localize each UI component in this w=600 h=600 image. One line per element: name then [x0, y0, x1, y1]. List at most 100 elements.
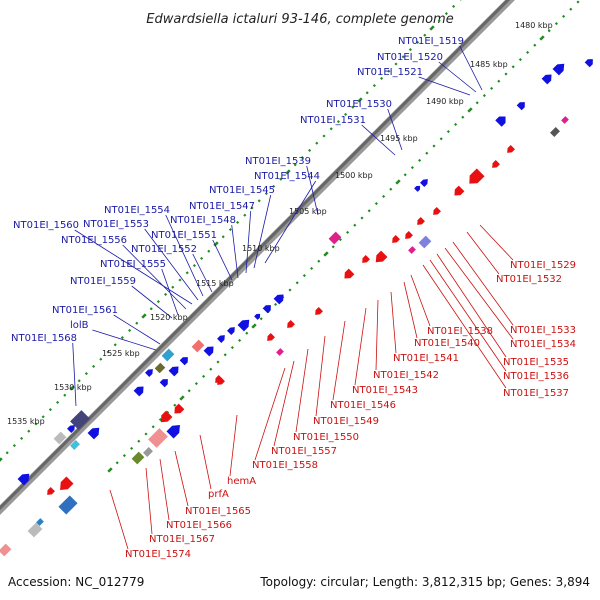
feature-box [550, 127, 560, 137]
tick-mark [576, 0, 580, 4]
feature-box [148, 428, 168, 448]
forward-gene-arrow [344, 268, 355, 279]
leader-line [332, 320, 346, 401]
forward-gene-label: NT01EI_1520 [377, 52, 443, 63]
feature-box [0, 543, 12, 557]
leader-line [254, 367, 286, 461]
tick-mark [322, 134, 326, 138]
tick-mark [329, 127, 333, 131]
leader-line [264, 180, 317, 264]
forward-gene-label: NT01EI_1560 [13, 220, 79, 231]
forward-gene-label: NT01EI_1568 [11, 333, 77, 344]
forward-gene-label: NT01EI_1555 [100, 259, 166, 270]
tick-mark [302, 274, 306, 278]
leader-line [315, 335, 326, 417]
leader-line [72, 342, 77, 407]
forward-gene-label: NT01EI_1539 [245, 156, 311, 167]
forward-gene-label: NT01EI_1561 [52, 305, 118, 316]
leader-line [295, 348, 309, 433]
scale-label: 1500 kbp [335, 171, 373, 180]
forward-gene-label: NT01EI_1554 [104, 205, 170, 216]
genome-backbone [0, 0, 515, 515]
leader-line [438, 61, 477, 93]
forward-gene-label: NT01EI_1544 [254, 171, 320, 182]
reverse-gene-label: NT01EI_1546 [330, 400, 396, 411]
forward-gene-label: NT01EI_1553 [83, 219, 149, 230]
feature-box [27, 522, 43, 538]
feature-box [161, 348, 175, 362]
tick-mark [223, 353, 227, 357]
tick-mark [432, 144, 436, 148]
tick-mark [259, 317, 263, 321]
leader-line [444, 247, 514, 340]
tick-mark [444, 12, 448, 16]
reverse-gene-label: NT01EI_1536 [503, 371, 569, 382]
feature-box [70, 440, 80, 450]
tick-mark [272, 184, 276, 188]
tick-mark [179, 395, 185, 401]
tick-mark [128, 328, 132, 332]
tick-mark [533, 43, 537, 47]
tick-mark [99, 357, 103, 361]
reverse-gene-label: NT01EI_1542 [373, 370, 439, 381]
forward-gene-label: NT01EI_1521 [357, 67, 423, 78]
tick-mark [77, 379, 81, 383]
tick-mark [446, 130, 450, 134]
tick-mark [207, 249, 211, 253]
tick-mark [288, 288, 292, 292]
forward-gene-arrow [227, 327, 235, 335]
tick-mark [250, 206, 254, 210]
upper-tick-row [0, 0, 462, 462]
reverse-gene-arrow [492, 160, 500, 168]
tick-mark [382, 194, 386, 198]
leader-line [375, 299, 379, 371]
tick-mark [135, 321, 139, 325]
tick-mark [315, 141, 319, 145]
tick-mark [497, 79, 501, 83]
reverse-gene-label: NT01EI_1535 [503, 357, 569, 368]
tick-mark [511, 65, 515, 69]
tick-mark [137, 439, 141, 443]
scale-label: 1480 kbp [515, 21, 553, 30]
feature-box [561, 116, 569, 124]
tick-mark [41, 415, 45, 419]
forward-gene-label: NT01EI_1531 [300, 115, 366, 126]
leader-line [113, 314, 161, 345]
forward-gene-arrow [420, 179, 428, 187]
scale-label: 1535 kbp [7, 417, 45, 426]
tick-mark [526, 50, 530, 54]
tick-mark [418, 158, 422, 162]
leader-line [354, 307, 367, 386]
scale-label: 1530 kbp [54, 383, 92, 392]
forward-gene-arrow [133, 386, 144, 397]
reverse-gene-label: NT01EI_1567 [149, 534, 215, 545]
tick-mark [264, 192, 268, 196]
tick-mark [423, 33, 427, 37]
forward-gene-arrow [273, 294, 284, 305]
leader-line [466, 231, 500, 275]
tick-mark [416, 40, 420, 44]
tick-mark [144, 432, 148, 436]
forward-gene-label: NT01EI_1530 [326, 99, 392, 110]
reverse-gene-label: NT01EI_1543 [352, 385, 418, 396]
forward-gene-arrow [516, 102, 525, 111]
tick-mark [387, 69, 391, 73]
tick-mark [243, 213, 247, 217]
scale-label: 1515 kbp [196, 279, 234, 288]
reverse-gene-label: NT01EI_1533 [510, 325, 576, 336]
tick-mark [251, 323, 257, 329]
forward-gene-arrow [87, 427, 100, 440]
forward-gene-arrow [262, 305, 271, 314]
reverse-gene-label: NT01EI_1534 [510, 339, 576, 350]
forward-gene-arrow [541, 74, 552, 85]
tick-mark [113, 343, 117, 347]
feature-box [58, 495, 78, 515]
reverse-gene-label: NT01EI_1549 [313, 416, 379, 427]
reverse-gene-arrow [47, 487, 55, 495]
reverse-gene-label: NT01EI_1565 [185, 506, 251, 517]
tick-mark [141, 313, 147, 319]
reverse-gene-arrow [417, 217, 425, 225]
reverse-gene-arrow [160, 410, 173, 423]
forward-gene-arrow [552, 63, 565, 76]
tick-mark [187, 389, 191, 393]
